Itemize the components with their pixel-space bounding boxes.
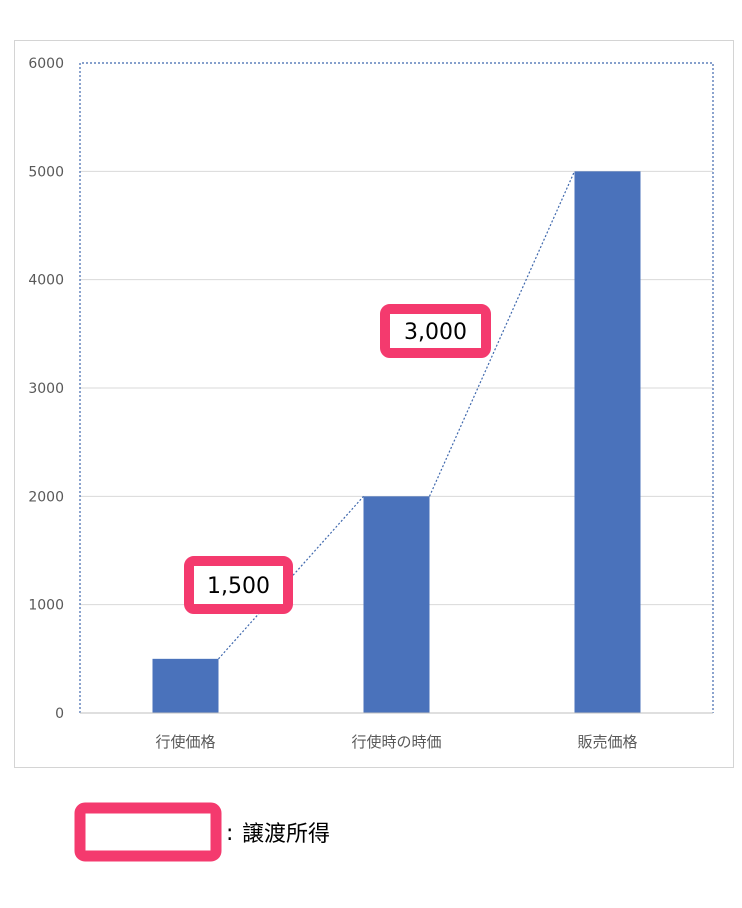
bar bbox=[574, 171, 641, 714]
legend: : 譲渡所得 bbox=[74, 802, 330, 862]
legend-separator: : bbox=[226, 821, 233, 846]
plot-border bbox=[79, 62, 714, 713]
difference-connector bbox=[428, 171, 576, 497]
callouts: 1,500 3,000 bbox=[184, 304, 491, 614]
y-tick-label: 0 bbox=[55, 706, 64, 722]
x-category-label: 行使価格 bbox=[155, 733, 215, 751]
callout-label: 1,500 bbox=[207, 574, 270, 599]
legend-swatch bbox=[74, 802, 222, 862]
y-tick-label: 4000 bbox=[28, 273, 64, 289]
legend-label: 譲渡所得 bbox=[242, 822, 330, 847]
bar bbox=[363, 496, 430, 713]
y-tick-label: 3000 bbox=[28, 381, 64, 397]
axes: 0 1000 2000 3000 4000 5000 6000 行使価格 行使時の時価 販売価格 bbox=[28, 56, 714, 751]
y-tick-label: 2000 bbox=[28, 489, 64, 505]
callout-label: 3,000 bbox=[404, 320, 467, 345]
y-tick-label: 1000 bbox=[28, 598, 64, 614]
callout-box bbox=[184, 556, 293, 614]
y-tick-label: 5000 bbox=[28, 164, 64, 180]
bar bbox=[152, 658, 219, 713]
callout-box bbox=[380, 304, 491, 358]
y-tick-label: 6000 bbox=[28, 56, 64, 72]
x-category-label: 行使時の時価 bbox=[351, 733, 441, 751]
bars bbox=[152, 171, 641, 714]
x-category-label: 販売価格 bbox=[577, 733, 637, 751]
